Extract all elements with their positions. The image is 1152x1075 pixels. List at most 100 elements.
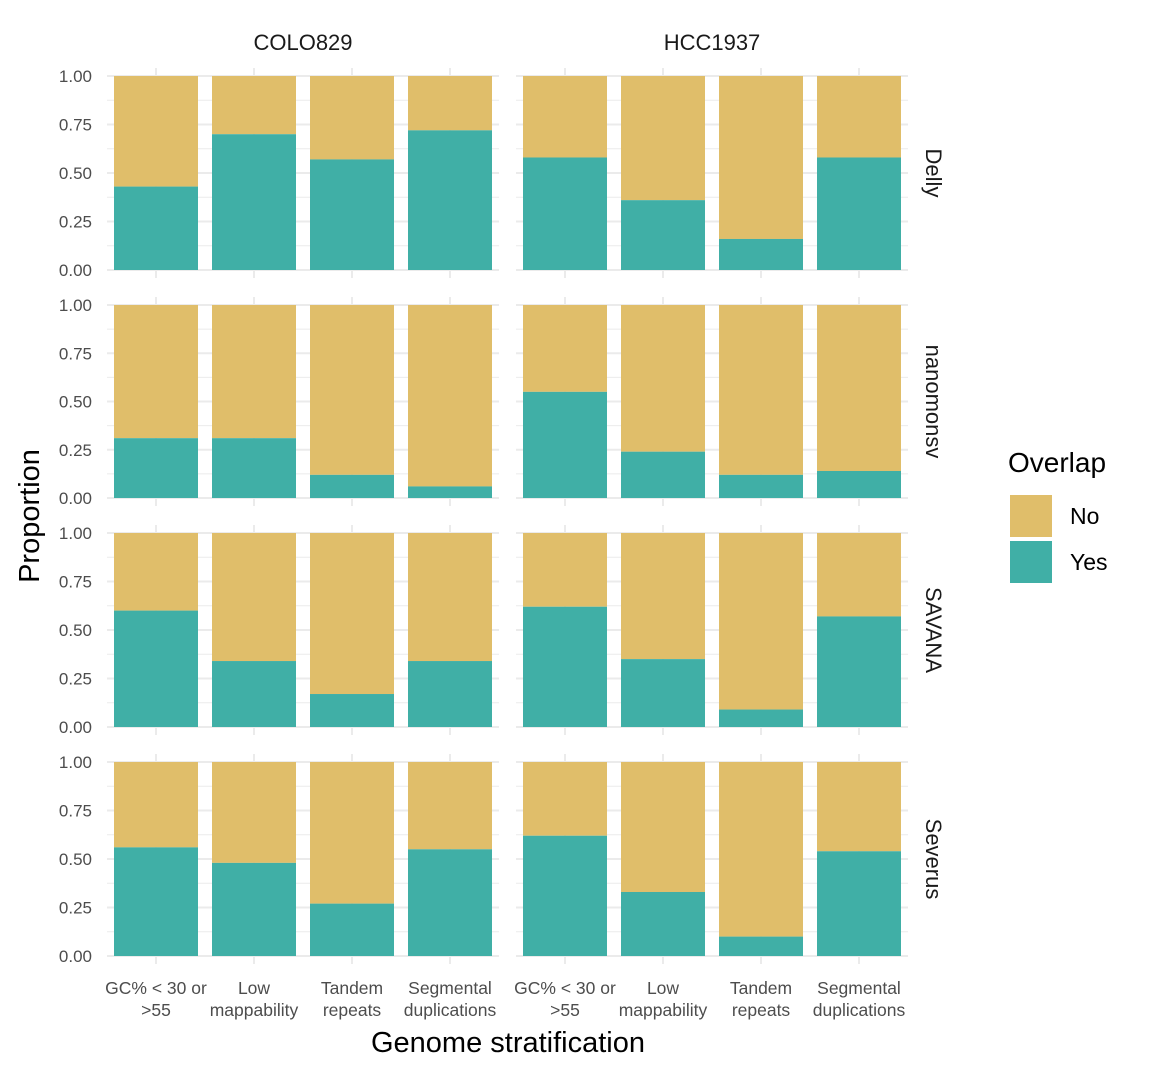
bar-yes <box>310 694 394 727</box>
bar-no <box>523 762 607 836</box>
bar-no <box>523 305 607 392</box>
panel-nanomonsv-COLO829 <box>107 297 499 506</box>
bar-yes <box>719 936 803 956</box>
bar-yes <box>523 835 607 956</box>
bar-yes <box>719 709 803 727</box>
y-tick-label: 0.25 <box>59 213 92 232</box>
panels <box>107 68 908 964</box>
y-tick-label: 0.00 <box>59 261 92 280</box>
legend-label-no: No <box>1070 503 1099 529</box>
y-tick-label: 0.75 <box>59 116 92 135</box>
bar-yes <box>719 238 803 270</box>
bar-yes <box>621 891 705 956</box>
bar-yes <box>817 470 901 498</box>
y-tick-label: 1.00 <box>59 67 92 86</box>
x-tick-label: Low <box>238 978 270 998</box>
bar-yes <box>212 862 296 956</box>
bar-yes <box>114 847 198 956</box>
bar-yes <box>408 849 492 956</box>
legend-title: Overlap <box>1008 447 1106 478</box>
y-tick-label: 0.75 <box>59 802 92 821</box>
column-strip-label: COLO829 <box>253 30 352 55</box>
x-tick-label: Low <box>647 978 679 998</box>
bar-yes <box>212 661 296 727</box>
x-tick-label: >55 <box>550 1000 580 1020</box>
panel-Delly-HCC1937 <box>516 68 908 278</box>
bar-no <box>310 533 394 695</box>
y-tick-label: 0.00 <box>59 718 92 737</box>
bar-no <box>817 533 901 617</box>
bar-yes <box>310 903 394 956</box>
bar-yes <box>212 438 296 498</box>
bar-no <box>114 762 198 848</box>
panel-Delly-COLO829 <box>107 68 499 278</box>
bar-yes <box>523 157 607 270</box>
legend-swatch-yes <box>1010 541 1052 583</box>
bar-no <box>408 762 492 850</box>
row-strip-label: Severus <box>921 819 946 900</box>
chart-labels: 0.00 0.25 0.50 0.75 1.00 Delly 0.00 0.25 0.50 0.7… <box>14 30 946 1059</box>
bar-no <box>817 76 901 158</box>
y-axis-title: Proportion <box>14 449 46 583</box>
bar-yes <box>621 451 705 498</box>
y-tick-label: 0.50 <box>59 393 92 412</box>
bar-no <box>817 305 901 471</box>
panel-nanomonsv-HCC1937 <box>516 297 908 506</box>
bar-yes <box>408 486 492 498</box>
y-tick-label: 0.50 <box>59 850 92 869</box>
panel-Severus-COLO829 <box>107 754 499 964</box>
x-tick-label: >55 <box>141 1000 171 1020</box>
y-tick-label: 1.00 <box>59 296 92 315</box>
panel-SAVANA-HCC1937 <box>516 525 908 735</box>
bar-yes <box>114 610 198 727</box>
bar-yes <box>523 606 607 727</box>
bar-yes <box>719 474 803 498</box>
bar-no <box>719 533 803 710</box>
bar-no <box>212 762 296 863</box>
bar-no <box>719 762 803 937</box>
bar-yes <box>621 200 705 270</box>
bar-no <box>621 762 705 892</box>
y-tick-label: 0.50 <box>59 621 92 640</box>
bar-yes <box>817 157 901 270</box>
row-strip-label: nanomonsv <box>921 345 946 459</box>
y-tick-label: 1.00 <box>59 753 92 772</box>
x-tick-label: Tandem <box>321 978 383 998</box>
bar-no <box>621 76 705 201</box>
bar-yes <box>817 616 901 727</box>
x-axis-title: Genome stratification <box>371 1027 645 1059</box>
bar-yes <box>114 186 198 270</box>
bar-no <box>212 305 296 439</box>
bar-no <box>621 305 705 452</box>
bar-yes <box>817 851 901 956</box>
bar-yes <box>114 438 198 498</box>
bar-yes <box>212 134 296 270</box>
column-strip-label: HCC1937 <box>664 30 761 55</box>
bar-yes <box>310 159 394 270</box>
bar-no <box>523 533 607 607</box>
y-tick-label: 0.75 <box>59 344 92 363</box>
bar-no <box>212 76 296 135</box>
bar-yes <box>408 661 492 727</box>
panel-SAVANA-COLO829 <box>107 525 499 735</box>
panel-Severus-HCC1937 <box>516 754 908 964</box>
bar-yes <box>408 130 492 270</box>
bar-no <box>310 305 394 475</box>
legend-label-yes: Yes <box>1070 549 1108 575</box>
x-tick-label: Segmental <box>408 978 492 998</box>
bar-yes <box>310 474 394 498</box>
row-strip-label: SAVANA <box>921 587 946 673</box>
y-tick-label: 0.00 <box>59 489 92 508</box>
bar-no <box>408 533 492 662</box>
y-tick-label: 0.75 <box>59 573 92 592</box>
bar-yes <box>621 659 705 727</box>
bar-no <box>408 76 492 131</box>
x-tick-label: duplications <box>404 1000 497 1020</box>
y-tick-label: 0.25 <box>59 670 92 689</box>
bar-no <box>310 76 394 160</box>
bar-no <box>114 76 198 187</box>
bar-yes <box>523 391 607 498</box>
y-tick-label: 0.50 <box>59 164 92 183</box>
bar-no <box>212 533 296 662</box>
